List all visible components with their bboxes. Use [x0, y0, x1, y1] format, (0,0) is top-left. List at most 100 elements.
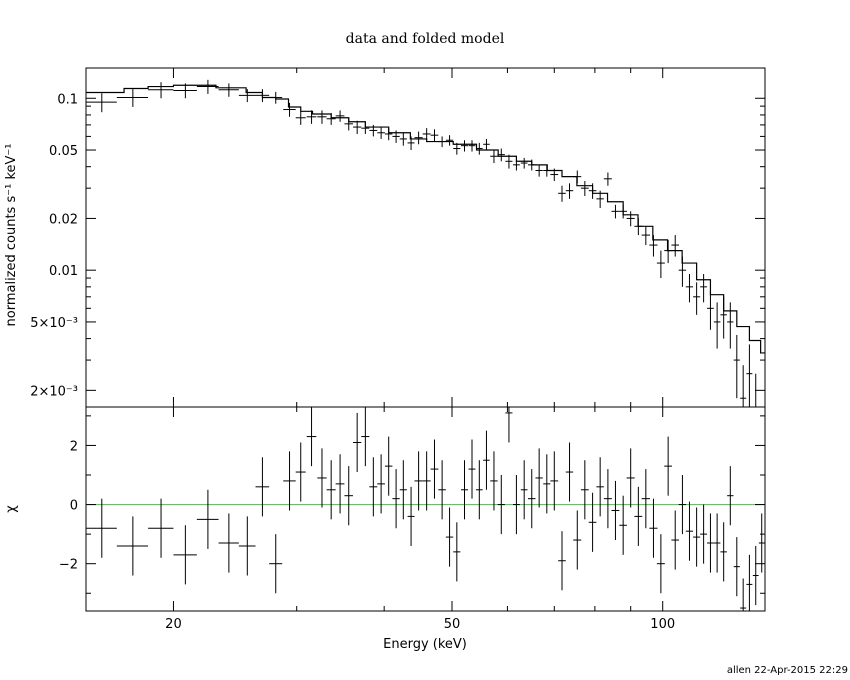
- spectrum-data-point: [580, 181, 589, 197]
- spectrum-data-point: [550, 168, 559, 182]
- residual-point: [733, 537, 740, 597]
- spectrum-data-point: [407, 136, 415, 151]
- residual-point: [520, 460, 528, 520]
- spectrum-data-point: [664, 239, 672, 264]
- spectrum-data-point: [392, 130, 400, 143]
- residual-point: [490, 451, 498, 511]
- spectrum-data-point: [218, 83, 239, 97]
- residual-point: [671, 510, 679, 570]
- residual-point: [656, 534, 665, 594]
- residual-point: [746, 554, 753, 611]
- residual-points: [86, 407, 765, 611]
- residual-point: [678, 475, 687, 535]
- residual-point: [603, 469, 612, 529]
- residual-point: [148, 498, 174, 558]
- spectrum-panel: 0.1 0.05 0.02 0.01 5×10⁻³ 2×10⁻³ normalized c…: [4, 67, 766, 408]
- residual-point: [453, 522, 461, 582]
- spectrum-data-point: [527, 159, 536, 171]
- spectrum-data-point: [148, 82, 174, 99]
- residual-point: [196, 489, 219, 549]
- spectrum-data-point: [543, 164, 551, 177]
- residual-point: [558, 531, 566, 591]
- spectrum-data-point: [445, 135, 454, 146]
- spectrum-data-point: [326, 113, 336, 125]
- spectrum-data-point: [685, 274, 694, 303]
- residual-point: [407, 486, 415, 546]
- spectrum-data-point: [671, 235, 679, 257]
- spectrum-data-point: [520, 157, 528, 169]
- residual-point: [344, 466, 353, 526]
- residual-point: [713, 513, 721, 573]
- residual-point: [634, 486, 643, 546]
- footer-timestamp: allen 22-Apr-2015 22:29: [727, 665, 848, 676]
- y-tick-label: 0.05: [49, 144, 78, 159]
- residual-point: [173, 525, 197, 585]
- residual-point: [700, 504, 708, 564]
- residual-y-axis-label: χ: [4, 505, 19, 513]
- residual-point: [596, 457, 604, 517]
- spectrum-data-point: [535, 164, 543, 177]
- spectrum-data-point: [475, 142, 483, 155]
- residual-point: [693, 507, 701, 567]
- residual-point: [641, 469, 650, 529]
- residual-point: [580, 460, 589, 520]
- residual-point: [283, 451, 296, 511]
- residual-point: [306, 407, 317, 467]
- spectrum-data-point: [430, 129, 439, 142]
- residual-point: [392, 469, 400, 529]
- spectrum-data-point: [626, 211, 635, 227]
- residual-point: [238, 516, 256, 576]
- residual-point: [399, 460, 407, 520]
- residual-point: [707, 513, 714, 573]
- residual-point: [497, 475, 505, 535]
- residual-point: [527, 469, 536, 529]
- spectrum-data-point: [196, 79, 219, 94]
- spectrum-data-point: [460, 140, 468, 152]
- residual-point: [727, 466, 734, 526]
- folded-model-line: [86, 84, 765, 354]
- residual-point: [269, 534, 283, 594]
- spectrum-data-point: [619, 204, 627, 219]
- spectrum-data-point: [505, 154, 513, 169]
- spectrum-data-point: [641, 226, 650, 246]
- x-tick-label: 50: [444, 617, 461, 632]
- spectrum-data-point: [173, 83, 197, 99]
- spectrum-data-point: [700, 274, 708, 303]
- residual-point: [758, 513, 765, 573]
- spectrum-data-point: [497, 148, 505, 162]
- residual-point: [649, 498, 658, 558]
- residual-point: [573, 510, 582, 570]
- spectrum-data-point: [512, 159, 520, 171]
- residual-point: [588, 492, 597, 552]
- spectrum-data-point: [377, 127, 385, 139]
- residual-point: [430, 439, 439, 499]
- spectrum-data-point: [727, 302, 734, 349]
- spectrum-data-point: [399, 132, 407, 146]
- spectrum-data-point: [603, 172, 612, 186]
- residual-point: [414, 451, 423, 511]
- residual-point: [619, 495, 627, 555]
- residual-point: [543, 454, 551, 514]
- spectrum-data-point: [283, 102, 296, 117]
- spectrum-data-point: [634, 218, 643, 236]
- spectrum-plot-frame: [85, 67, 766, 408]
- spectrum-data-point: [414, 131, 423, 145]
- spectrum-y-axis-label: normalized counts s⁻¹ keV⁻¹: [4, 144, 19, 327]
- spectrum-data-point: [656, 250, 665, 279]
- residual-point: [369, 457, 378, 517]
- spectrum-data-point: [295, 111, 306, 125]
- residual-point: [255, 457, 270, 517]
- spectrum-data-point: [678, 256, 687, 287]
- spectrum-data-point: [588, 183, 597, 199]
- residual-x-ticks: 20 50 100: [165, 68, 675, 632]
- residual-point: [468, 439, 476, 499]
- spectrum-data-point: [558, 185, 566, 202]
- spectrum-data-point: [335, 110, 345, 122]
- spectrum-data-point: [649, 235, 658, 257]
- residual-point: [295, 442, 306, 502]
- spectrum-data-point: [116, 89, 149, 107]
- residual-point: [317, 448, 327, 508]
- residual-point: [218, 513, 239, 573]
- x-tick-label: 100: [650, 617, 675, 632]
